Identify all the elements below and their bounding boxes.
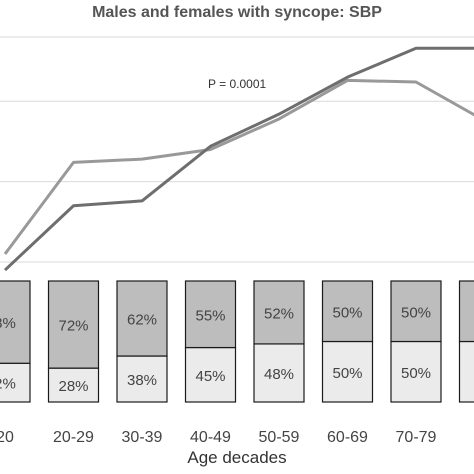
bar-value-label: 28% xyxy=(58,378,88,395)
bar-value-label: 50% xyxy=(332,304,362,321)
line-series-2 xyxy=(3,46,474,272)
bar-value-label: 2% xyxy=(0,376,16,393)
bar-segment-2 xyxy=(458,280,474,343)
bar-segment-2 xyxy=(184,280,237,349)
bar-value-label: 8% xyxy=(0,315,16,332)
bar-segment-2 xyxy=(116,280,168,357)
bar-value-label: 48% xyxy=(264,366,294,383)
bar-value-label: 38% xyxy=(127,372,157,389)
x-tick-label: 40-49 xyxy=(190,429,231,446)
bar-segment-2 xyxy=(321,280,374,343)
x-tick-label: 50-59 xyxy=(259,429,300,446)
bar-value-label: 72% xyxy=(58,318,88,335)
bar-segment-1 xyxy=(253,343,305,403)
x-axis-ticks: 20 20-29 30-39 40-49 50-59 60-69 70-79 xyxy=(0,429,437,446)
bar-value-label: 55% xyxy=(195,307,225,324)
p-value-annotation: P = 0.0001 xyxy=(208,77,267,91)
bar-value-label: 50% xyxy=(401,365,431,382)
x-tick-label: 20 xyxy=(0,429,14,446)
x-axis-label: Age decades xyxy=(187,448,287,467)
line-series-1 xyxy=(3,78,474,255)
bar-value-label: 52% xyxy=(264,305,294,322)
x-tick-label: 70-79 xyxy=(396,429,437,446)
bar-value-label: 45% xyxy=(195,368,225,385)
bar-segment-1 xyxy=(321,340,374,403)
bar-segment-2 xyxy=(47,280,100,369)
bar-segment-1 xyxy=(458,340,474,403)
x-tick-label: 30-39 xyxy=(122,429,163,446)
bar-segment-2 xyxy=(0,280,31,364)
bar-value-label: 50% xyxy=(332,365,362,382)
bar-value-label: 50% xyxy=(401,304,431,321)
line-chart-series xyxy=(3,46,474,272)
line-chart-gridlines xyxy=(0,36,474,263)
bar-segment-2 xyxy=(253,280,305,345)
bar-segment-1 xyxy=(184,346,237,403)
x-tick-label: 60-69 xyxy=(327,429,368,446)
chart-title: Males and females with syncope: SBP xyxy=(92,4,382,21)
bar-segment-1 xyxy=(0,362,31,403)
bar-segment-1 xyxy=(390,340,442,403)
bar-value-label: 62% xyxy=(127,312,157,329)
stacked-bar-chart: 2% 8% 28% 72% 38% 62% 45% 55% 48% 52% 50% 50% 50% 50% xyxy=(0,280,474,403)
x-tick-label: 20-29 xyxy=(53,429,94,446)
bar-segment-2 xyxy=(390,280,442,343)
